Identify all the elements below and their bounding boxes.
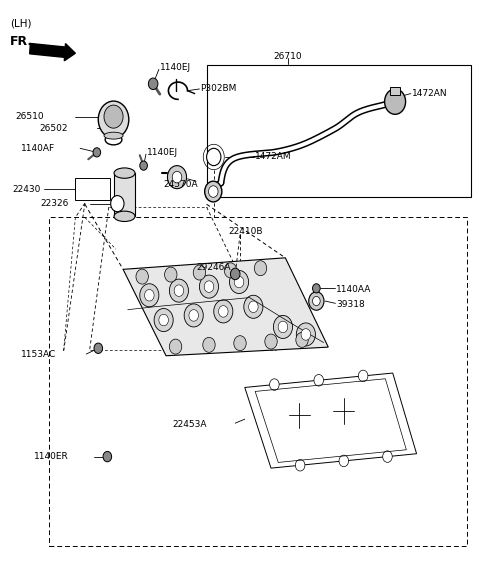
Circle shape (184, 304, 203, 327)
Text: 26510: 26510 (16, 112, 44, 121)
Ellipse shape (114, 211, 135, 222)
Text: P302BM: P302BM (200, 85, 237, 93)
Circle shape (249, 301, 258, 313)
Circle shape (230, 268, 240, 280)
Text: 26502: 26502 (39, 124, 68, 133)
Circle shape (234, 276, 244, 288)
Circle shape (168, 166, 187, 189)
Circle shape (111, 196, 124, 212)
Circle shape (359, 370, 368, 382)
Circle shape (148, 78, 158, 90)
Ellipse shape (105, 134, 122, 145)
Bar (206, 65, 471, 197)
Circle shape (140, 284, 159, 307)
Circle shape (98, 101, 129, 138)
Polygon shape (245, 373, 417, 468)
Circle shape (172, 171, 182, 183)
Circle shape (136, 269, 148, 284)
Circle shape (296, 332, 308, 347)
Circle shape (159, 314, 168, 326)
Circle shape (214, 300, 233, 323)
Circle shape (224, 263, 237, 278)
Circle shape (312, 284, 320, 293)
Circle shape (309, 292, 324, 310)
Ellipse shape (114, 168, 135, 178)
Circle shape (301, 329, 311, 340)
Circle shape (208, 186, 218, 197)
Text: 1140EJ: 1140EJ (147, 148, 179, 157)
Text: 39318: 39318 (336, 300, 365, 309)
Circle shape (104, 105, 123, 128)
Text: 1140AA: 1140AA (336, 285, 372, 294)
Circle shape (203, 338, 215, 353)
Circle shape (312, 296, 320, 306)
Circle shape (384, 89, 406, 114)
Text: 24570A: 24570A (164, 179, 198, 189)
Text: 22410B: 22410B (228, 227, 263, 236)
Circle shape (254, 261, 267, 276)
Text: 1140AF: 1140AF (21, 144, 55, 153)
Circle shape (103, 452, 112, 462)
Bar (75, 178, 110, 200)
Text: FR.: FR. (10, 35, 33, 48)
Circle shape (339, 455, 348, 467)
Circle shape (189, 310, 199, 321)
Circle shape (270, 379, 279, 390)
Circle shape (140, 161, 147, 170)
Circle shape (278, 321, 288, 333)
Circle shape (383, 451, 392, 463)
Text: 22326: 22326 (40, 199, 69, 208)
Bar (390, 87, 400, 95)
Circle shape (204, 181, 222, 202)
Bar (49, 218, 467, 546)
Circle shape (144, 290, 154, 301)
Text: 29246A: 29246A (196, 263, 230, 272)
Circle shape (295, 460, 305, 471)
Circle shape (165, 267, 177, 282)
Circle shape (169, 279, 189, 302)
Text: 1153AC: 1153AC (22, 350, 57, 358)
Circle shape (234, 336, 246, 351)
Circle shape (154, 309, 173, 332)
Bar (114, 173, 135, 217)
Ellipse shape (104, 132, 123, 139)
Circle shape (174, 285, 184, 296)
Text: 1140EJ: 1140EJ (160, 63, 191, 72)
Text: 1472AM: 1472AM (255, 152, 292, 162)
Text: 1472AN: 1472AN (412, 89, 447, 98)
Circle shape (314, 375, 324, 386)
Circle shape (274, 316, 292, 339)
FancyArrow shape (30, 43, 75, 61)
Text: 22430: 22430 (12, 185, 40, 194)
Text: (LH): (LH) (10, 19, 32, 29)
Circle shape (206, 148, 221, 166)
Circle shape (193, 265, 205, 280)
Polygon shape (123, 258, 328, 356)
Circle shape (199, 275, 218, 298)
Circle shape (94, 343, 103, 353)
Circle shape (229, 270, 249, 294)
Circle shape (218, 306, 228, 317)
Circle shape (93, 148, 101, 157)
Text: 22453A: 22453A (172, 420, 207, 430)
Text: 1140ER: 1140ER (34, 452, 69, 461)
Circle shape (204, 281, 214, 292)
Circle shape (296, 323, 315, 346)
Circle shape (244, 295, 263, 318)
Text: 26710: 26710 (274, 52, 302, 61)
Circle shape (265, 334, 277, 349)
Circle shape (169, 339, 182, 354)
